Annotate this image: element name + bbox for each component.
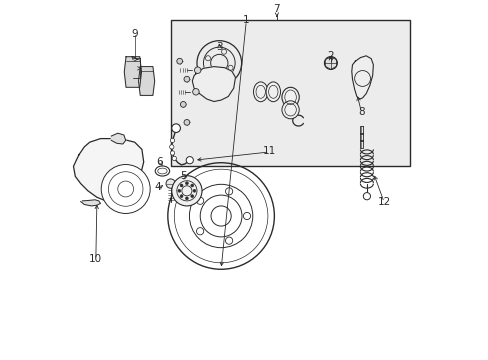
Circle shape [193, 189, 196, 192]
Circle shape [177, 58, 182, 64]
Circle shape [190, 184, 193, 187]
Circle shape [170, 151, 174, 155]
Circle shape [180, 102, 186, 107]
Text: 3: 3 [216, 42, 222, 52]
Text: 5: 5 [180, 171, 186, 181]
Polygon shape [359, 140, 363, 148]
Ellipse shape [282, 101, 299, 119]
Text: 10: 10 [88, 254, 102, 264]
Circle shape [171, 124, 180, 132]
Circle shape [185, 197, 188, 200]
Circle shape [169, 145, 174, 149]
Polygon shape [111, 133, 125, 144]
Bar [170, 20, 409, 166]
Circle shape [180, 195, 183, 198]
Polygon shape [359, 133, 363, 141]
Circle shape [324, 57, 337, 69]
Circle shape [101, 165, 150, 213]
Circle shape [186, 157, 193, 164]
Polygon shape [124, 57, 141, 87]
Ellipse shape [265, 82, 280, 102]
Polygon shape [192, 67, 235, 102]
Circle shape [180, 184, 183, 187]
Circle shape [190, 195, 193, 198]
Text: 8: 8 [357, 107, 364, 117]
Polygon shape [359, 126, 363, 134]
Text: 6: 6 [156, 157, 163, 167]
Text: 2: 2 [327, 51, 333, 61]
Ellipse shape [253, 82, 267, 102]
Circle shape [170, 138, 174, 143]
Circle shape [363, 193, 370, 200]
Text: 1: 1 [243, 15, 249, 25]
Circle shape [171, 176, 202, 206]
Circle shape [183, 120, 189, 125]
Circle shape [183, 76, 189, 82]
Text: 11: 11 [263, 146, 276, 156]
Text: 9: 9 [131, 29, 138, 39]
Circle shape [192, 89, 199, 95]
Circle shape [178, 189, 181, 192]
Circle shape [185, 182, 188, 185]
Polygon shape [81, 200, 101, 206]
Circle shape [172, 156, 176, 161]
Text: 4: 4 [155, 182, 161, 192]
Text: 7: 7 [273, 4, 280, 14]
Polygon shape [351, 56, 373, 99]
Ellipse shape [282, 87, 299, 107]
Polygon shape [73, 139, 143, 201]
Polygon shape [138, 67, 154, 95]
Circle shape [166, 179, 175, 188]
Text: 12: 12 [378, 197, 391, 207]
Circle shape [194, 67, 201, 73]
